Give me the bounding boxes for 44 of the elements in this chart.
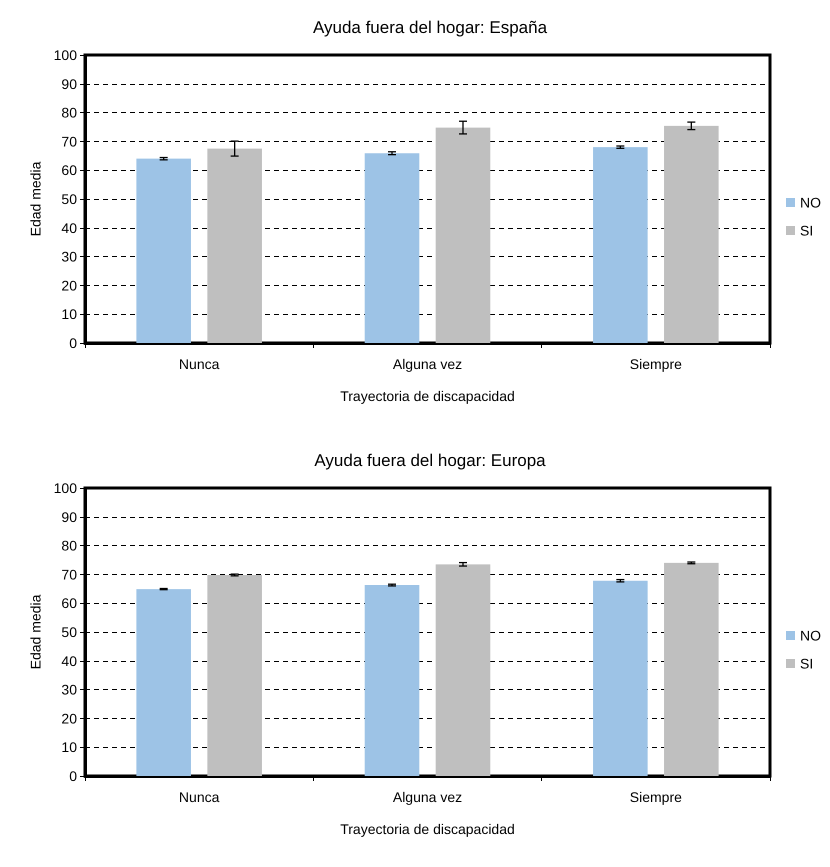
y-tick-label: 100 — [54, 47, 78, 63]
y-tick-label: 40 — [61, 652, 78, 669]
x-tick-label: Siempre — [630, 789, 682, 805]
legend-label: SI — [800, 656, 814, 672]
bar — [207, 148, 262, 343]
legend-label: SI — [800, 222, 814, 238]
y-tick-label: 70 — [61, 133, 78, 150]
bar — [593, 147, 648, 343]
y-tick-label: 50 — [61, 191, 78, 207]
y-tick-label: 90 — [61, 76, 78, 92]
x-axis-title: Trayectoria de discapacidad — [340, 821, 515, 837]
y-tick-label: 40 — [61, 220, 78, 236]
x-tick-label: Alguna vez — [392, 356, 462, 372]
y-tick-label: 60 — [61, 595, 78, 612]
y-tick-label: 20 — [61, 277, 78, 294]
bar — [364, 153, 420, 343]
y-tick-label: 10 — [61, 306, 78, 322]
legend-label: NO — [800, 194, 822, 210]
x-tick-label: Nunca — [178, 789, 220, 805]
y-tick-label: 70 — [61, 566, 78, 582]
y-tick-label: 90 — [61, 508, 78, 525]
bar — [664, 126, 719, 343]
y-tick-label: 80 — [61, 538, 78, 554]
y-axis-title: Edad media — [28, 594, 44, 670]
y-axis-title: Edad media — [28, 161, 44, 236]
y-tick-label: 20 — [61, 710, 78, 726]
y-tick-label: 0 — [69, 335, 78, 351]
chart-title: Ayuda fuera del hogar: España — [312, 18, 548, 37]
chart-title: Ayuda fuera del hogar: Europa — [314, 451, 546, 470]
x-tick-label: Nunca — [178, 356, 220, 372]
bar — [136, 158, 191, 343]
y-tick-label: 100 — [54, 480, 78, 496]
y-tick-label: 0 — [69, 768, 78, 784]
y-tick-label: 80 — [61, 104, 78, 121]
y-tick-label: 30 — [61, 682, 78, 698]
bar — [436, 128, 490, 343]
x-axis-title: Trayectoria de discapacidad — [340, 388, 515, 404]
y-tick-label: 30 — [61, 248, 78, 265]
y-tick-label: 10 — [61, 739, 78, 756]
x-tick-label: Alguna vez — [392, 789, 462, 805]
y-tick-label: 60 — [61, 162, 78, 178]
x-tick-label: Siempre — [630, 356, 682, 372]
y-tick-label: 50 — [61, 624, 78, 640]
legend-label: NO — [800, 628, 822, 644]
